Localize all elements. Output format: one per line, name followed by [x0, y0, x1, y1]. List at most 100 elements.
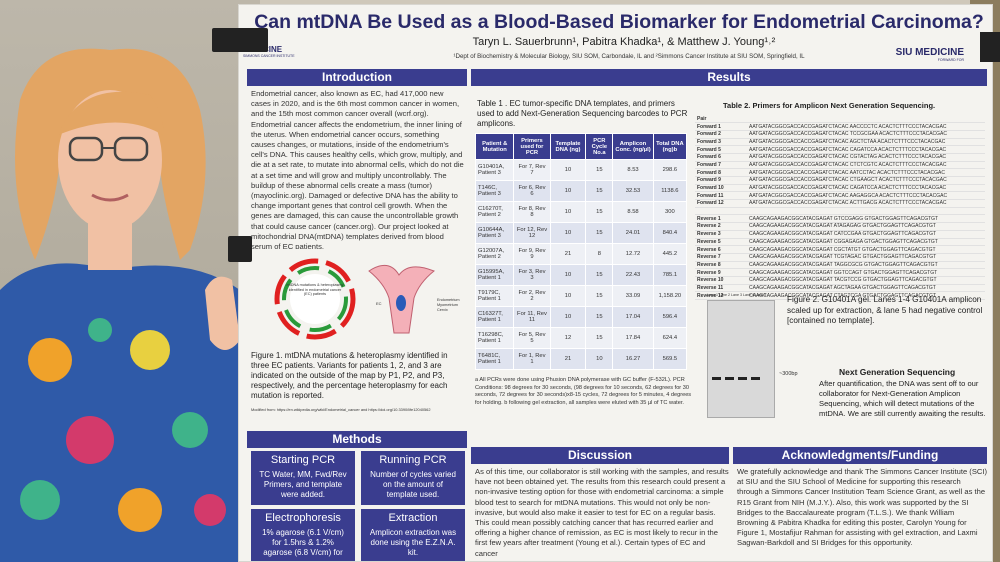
methods-box-title: Running PCR: [361, 454, 465, 466]
poster-authors: Taryn L. Sauerbrunn¹, Pabitra Khadka¹, &…: [389, 36, 859, 48]
table-1-cell: 8.53: [613, 160, 653, 181]
gel-band: [725, 377, 734, 380]
table-2-cell: [747, 207, 985, 215]
acknowledgments-header: Acknowledgments/Funding: [733, 447, 987, 464]
table-1-row: C16270T, Patient 2 For 8, Rev 8 10 15 8.58 30…: [476, 202, 687, 223]
table-1-cell: 15: [586, 223, 613, 244]
table-1-cell: 15: [586, 265, 613, 286]
ngs-text: After quantification, the DNA was sent o…: [819, 379, 989, 419]
table-1-cell: 21: [550, 349, 586, 370]
table-1-cell: 15: [586, 181, 613, 202]
table-2-cell: AATGATACGGCGACCACCGAGATCTACAC CTGAAGCT A…: [747, 177, 985, 185]
table-2-row: Reverse 1 CAAGCAGAAGACGGCATACGAGAT GTCCGA…: [695, 215, 985, 223]
table-2-cell: AATGATACGGCGACCACCGAGATCTACAC AGCTCTAA A…: [747, 138, 985, 146]
table-1-cell: For 7, Rev 7: [514, 160, 550, 181]
table-1-cell: 10: [550, 223, 586, 244]
table-2-cell: Reverse 7: [695, 253, 747, 261]
table-2-cell: Forward 5: [695, 146, 747, 154]
table-2-row: Forward 5 AATGATACGGCGACCACCGAGATCTACAC C…: [695, 146, 985, 154]
table-2-cell: Reverse 2: [695, 223, 747, 231]
methods-box-title: Extraction: [361, 512, 465, 524]
table-2-cell: Forward 3: [695, 138, 747, 146]
table-1-cell: 298.6: [653, 160, 686, 181]
table-1-cell: T9179C, Patient 1: [476, 286, 514, 307]
table-2-cell: Reverse 8: [695, 261, 747, 269]
table-1-cell: T146C, Patient 3: [476, 181, 514, 202]
table-1-row: G12007A, Patient 2 For 9, Rev 9 21 8 12.72 44…: [476, 244, 687, 265]
poster-affiliations: ¹Dept of Biochemistry & Molecular Biolog…: [359, 53, 899, 60]
poster: Can mtDNA Be Used as a Blood-Based Bioma…: [238, 4, 993, 562]
methods-box-text: Amplicon extraction was done using the E…: [367, 528, 459, 558]
acknowledgments-text: We gratefully acknowledge and thank The …: [737, 467, 987, 562]
table-1-row: T146C, Patient 3 For 6, Rev 6 10 15 32.53 113…: [476, 181, 687, 202]
table-2-cell: CAAGCAGAAGACGGCATACGAGAT CATCCGAA GTGACT…: [747, 230, 985, 238]
table-1-cell: 15: [586, 328, 613, 349]
table-2-cell: AATGATACGGCGACCACCGAGATCTACAC AACCCCTC A…: [747, 123, 985, 131]
table-2-cell: AATGATACGGCGACCACCGAGATCTACAC AAGAGGCA A…: [747, 192, 985, 200]
table-2-row: Reverse 10 CAAGCAGAAGACGGCATACGAGAT TACGT…: [695, 276, 985, 284]
methods-box-text: Number of cycles varied on the amount of…: [367, 470, 459, 500]
table-2-cell: AATGATACGGCGACCACCGAGATCTACAC TCCGCGAA A…: [747, 130, 985, 138]
table-1-row: C16327T, Patient 1 For 11, Rev 11 10 15 17.0…: [476, 307, 687, 328]
binder-clip-left: [212, 28, 268, 52]
table-2-cell: AATGATACGGCGACCACCGAGATCTACAC CAGATCCA A…: [747, 184, 985, 192]
table-1-cell: 17.84: [613, 328, 653, 349]
table-1: Patient & Mutation Primers used for PCR …: [475, 133, 687, 370]
figure-1-labels: Endometrium Myometrium Cervix: [437, 298, 460, 313]
table-2-cell: AATGATACGGCGACCACCGAGATCTACAC AATCCTAC A…: [747, 169, 985, 177]
figure-1-label-cervix: Cervix: [437, 308, 460, 313]
table-2-cell: Reverse 5: [695, 238, 747, 246]
gel-band: [712, 377, 721, 380]
table-2-row: [695, 207, 985, 215]
table-1-cell: 15: [586, 286, 613, 307]
logo-right-sub: FORWARD FOR: [896, 58, 964, 62]
discussion-text: As of this time, our collaborator is sti…: [475, 467, 729, 562]
table-1-row: T16298C, Patient 1 For 5, Rev 5 12 15 17.84 6…: [476, 328, 687, 349]
logo-left-sub: SIMMONS CANCER INSTITUTE: [243, 54, 295, 58]
table-1-cell: 10: [550, 181, 586, 202]
table-2-cell: Forward 11: [695, 192, 747, 200]
ngs-header: Next Generation Sequencing: [839, 367, 955, 377]
table-2-cell: Forward 10: [695, 184, 747, 192]
table-2-cell: Forward 2: [695, 130, 747, 138]
table-1-cell: T16298C, Patient 1: [476, 328, 514, 349]
table-2-row: Forward 7 AATGATACGGCGACCACCGAGATCTACAC C…: [695, 161, 985, 169]
table-2-cell: AATGATACGGCGACCACCGAGATCTACAC ACTTGACG A…: [747, 200, 985, 208]
table-1-cell: 569.5: [653, 349, 686, 370]
table-2-cell: CAAGCAGAAGACGGCATACGAGAT AGCTAGAA GTGACT…: [747, 284, 985, 292]
table-2-row: Reverse 3 CAAGCAGAAGACGGCATACGAGAT CATCCG…: [695, 230, 985, 238]
table-1-cell: 10: [550, 160, 586, 181]
table-1-cell: C16270T, Patient 2: [476, 202, 514, 223]
table-1-cell: 10: [550, 286, 586, 307]
table-2-cell: Forward 9: [695, 177, 747, 185]
table-1-cell: G12007A, Patient 2: [476, 244, 514, 265]
table-2-cell: CAAGCAGAAGACGGCATACGAGAT GGTCCAGT GTGACT…: [747, 269, 985, 277]
table-1-header: Template DNA (ng): [550, 134, 586, 160]
table-2-title: Table 2. Primers for Amplicon Next Gener…: [723, 101, 935, 110]
binder-clip-right: [980, 32, 1000, 62]
table-2-row: Forward 8 AATGATACGGCGACCACCGAGATCTACAC A…: [695, 169, 985, 177]
table-2-cell: CAAGCAGAAGACGGCATACGAGAT GTCCGAGG GTGACT…: [747, 215, 985, 223]
table-2-cell: Forward 12: [695, 200, 747, 208]
table-1-cell: 10: [550, 307, 586, 328]
person-photo: [0, 40, 250, 562]
table-2-row: Forward 1 AATGATACGGCGACCACCGAGATCTACAC A…: [695, 123, 985, 131]
table-1-cell: 15: [586, 160, 613, 181]
table-1-cell: For 5, Rev 5: [514, 328, 550, 349]
intro-header: Introduction: [247, 69, 467, 86]
table-1-notes: a All PCRs were done using Phusion DNA p…: [475, 377, 697, 407]
table-1-cell: 32.53: [613, 181, 653, 202]
logo-right-text: SIU MEDICINE: [896, 47, 964, 58]
table-1-cell: 15: [586, 202, 613, 223]
methods-box-text: 1% agarose (6.1 V/cm) for 1.5hrs & 1.2% …: [257, 528, 349, 558]
figure-2-caption: Figure 2. G10401A gel. Lanes 1-4 G10401A…: [787, 295, 985, 327]
table-2-header: Pair: [695, 115, 747, 123]
methods-box-title: Electrophoresis: [251, 512, 355, 524]
methods-box-extraction: Extraction Amplicon extraction was done …: [361, 509, 465, 562]
table-1-cell: 10: [550, 265, 586, 286]
table-1-header: Total DNA (ng)b: [653, 134, 686, 160]
table-2-cell: Reverse 11: [695, 284, 747, 292]
table-2-cell: CAAGCAGAAGACGGCATACGAGAT TACGTCCG GTGACT…: [747, 276, 985, 284]
table-1-cell: G15995A, Patient 1: [476, 265, 514, 286]
table-2-cell: Forward 6: [695, 153, 747, 161]
